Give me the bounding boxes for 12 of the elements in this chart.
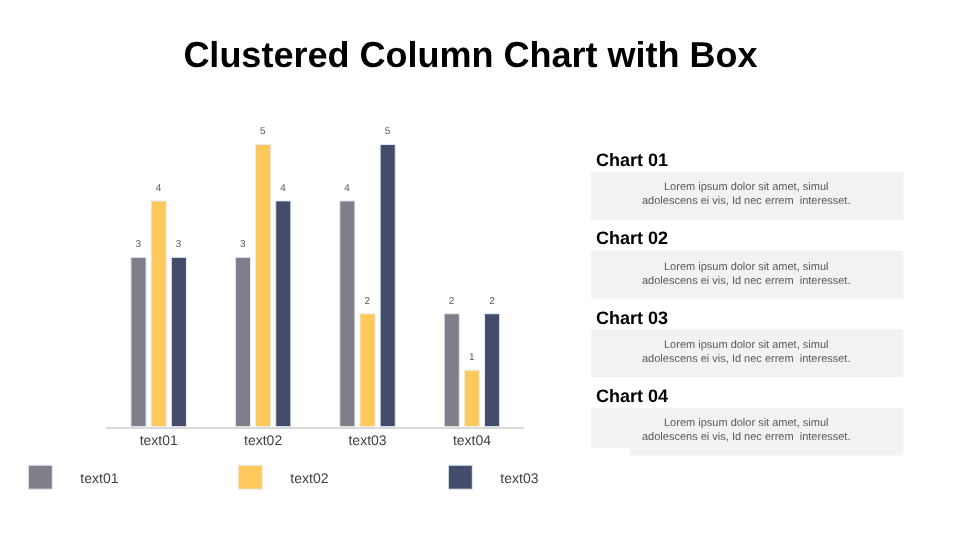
bar <box>463 369 481 427</box>
caption: Chart 03 <box>596 308 669 328</box>
caption: Chart 04 <box>596 386 669 406</box>
chart-title: Clustered Column Chart with Box <box>183 34 758 75</box>
bar <box>255 143 272 427</box>
bar <box>275 200 292 427</box>
caption: Chart 01 <box>596 150 669 170</box>
bar <box>170 256 187 427</box>
caption: Chart 02 <box>596 228 669 248</box>
bar <box>484 313 501 427</box>
bar <box>234 256 251 427</box>
bar <box>443 313 460 427</box>
